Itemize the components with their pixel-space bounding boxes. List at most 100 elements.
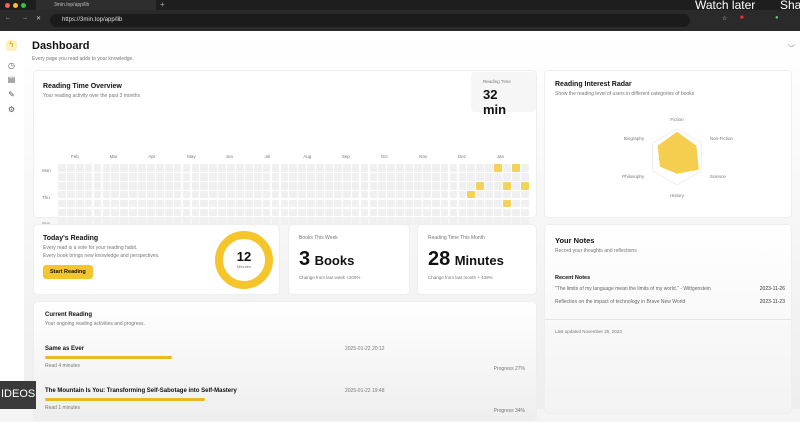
heatmap-cell[interactable] bbox=[218, 181, 226, 190]
heatmap-cell[interactable] bbox=[458, 217, 467, 226]
maximize-window-button[interactable] bbox=[21, 3, 26, 8]
heatmap-cell[interactable] bbox=[280, 172, 289, 181]
heatmap-cell[interactable] bbox=[191, 164, 200, 172]
heatmap-cell[interactable] bbox=[485, 172, 493, 181]
heatmap-cell[interactable] bbox=[369, 217, 378, 226]
heatmap-cell[interactable] bbox=[414, 199, 422, 208]
heatmap-cell[interactable] bbox=[155, 164, 164, 172]
heatmap-cell[interactable] bbox=[414, 190, 422, 199]
heatmap-cell[interactable] bbox=[422, 172, 431, 181]
heatmap-cell[interactable] bbox=[511, 208, 520, 217]
heatmap-cell[interactable] bbox=[173, 208, 182, 217]
heatmap-cell[interactable] bbox=[280, 164, 289, 172]
heatmap-cell[interactable] bbox=[387, 199, 396, 208]
heatmap-cell[interactable] bbox=[111, 172, 120, 181]
heatmap-cell[interactable] bbox=[289, 208, 298, 217]
heatmap-cell[interactable] bbox=[485, 190, 493, 199]
heatmap-cell[interactable] bbox=[280, 217, 289, 226]
heatmap-cell[interactable] bbox=[289, 217, 298, 226]
heatmap-cell[interactable] bbox=[467, 190, 476, 199]
heatmap-cell[interactable] bbox=[120, 217, 129, 226]
heatmap-cell[interactable] bbox=[289, 190, 298, 199]
gear-icon[interactable]: ⚙ bbox=[7, 105, 16, 114]
heatmap-cell[interactable] bbox=[138, 190, 146, 199]
heatmap-cell[interactable] bbox=[369, 181, 378, 190]
heatmap-cell[interactable] bbox=[75, 208, 84, 217]
heatmap-cell[interactable] bbox=[405, 217, 413, 226]
new-tab-icon[interactable]: + bbox=[160, 0, 165, 9]
heatmap-cell[interactable] bbox=[511, 190, 520, 199]
heatmap-cell[interactable] bbox=[227, 217, 235, 226]
heatmap-cell[interactable] bbox=[316, 199, 324, 208]
heatmap-cell[interactable] bbox=[93, 172, 102, 181]
heatmap-cell[interactable] bbox=[369, 199, 378, 208]
heatmap-cell[interactable] bbox=[58, 208, 66, 217]
heatmap-cell[interactable] bbox=[58, 181, 66, 190]
heatmap-cell[interactable] bbox=[476, 181, 485, 190]
heatmap-cell[interactable] bbox=[520, 172, 529, 181]
heatmap-cell[interactable] bbox=[440, 217, 449, 226]
lightning-icon[interactable]: ϟ bbox=[6, 40, 17, 51]
heatmap-cell[interactable] bbox=[280, 199, 289, 208]
heatmap-cell[interactable] bbox=[476, 190, 485, 199]
heatmap-cell[interactable] bbox=[236, 181, 244, 190]
note-icon[interactable]: ✎ bbox=[8, 90, 15, 99]
heatmap-cell[interactable] bbox=[182, 172, 191, 181]
heatmap-cell[interactable] bbox=[271, 181, 280, 190]
heatmap-cell[interactable] bbox=[342, 181, 351, 190]
note-item[interactable]: Reflection on the impact of technology i… bbox=[555, 299, 785, 305]
heatmap-cell[interactable] bbox=[449, 208, 458, 217]
heatmap-cell[interactable] bbox=[173, 217, 182, 226]
heatmap-cell[interactable] bbox=[227, 181, 235, 190]
heatmap-cell[interactable] bbox=[244, 172, 253, 181]
heatmap-cell[interactable] bbox=[458, 190, 467, 199]
heatmap-cell[interactable] bbox=[378, 217, 387, 226]
heatmap-cell[interactable] bbox=[147, 164, 155, 172]
heatmap-cell[interactable] bbox=[218, 199, 226, 208]
heatmap-cell[interactable] bbox=[155, 208, 164, 217]
heatmap-cell[interactable] bbox=[182, 190, 191, 199]
heatmap-cell[interactable] bbox=[307, 208, 315, 217]
heatmap-cell[interactable] bbox=[378, 164, 387, 172]
heatmap-cell[interactable] bbox=[342, 164, 351, 172]
heatmap-cell[interactable] bbox=[102, 172, 111, 181]
heatmap-cell[interactable] bbox=[298, 172, 307, 181]
heatmap-cell[interactable] bbox=[387, 164, 396, 172]
heatmap-cell[interactable] bbox=[120, 172, 129, 181]
heatmap-cell[interactable] bbox=[316, 208, 324, 217]
heatmap-cell[interactable] bbox=[511, 199, 520, 208]
heatmap-cell[interactable] bbox=[316, 217, 324, 226]
heatmap-cell[interactable] bbox=[325, 208, 333, 217]
heatmap-cell[interactable] bbox=[120, 181, 129, 190]
reading-item[interactable]: The Mountain Is You: Transforming Self-S… bbox=[45, 388, 525, 422]
heatmap-cell[interactable] bbox=[66, 190, 75, 199]
forward-icon[interactable]: → bbox=[22, 15, 28, 21]
heatmap-cell[interactable] bbox=[298, 181, 307, 190]
heatmap-cell[interactable] bbox=[298, 190, 307, 199]
heatmap-cell[interactable] bbox=[351, 181, 360, 190]
heatmap-cell[interactable] bbox=[467, 181, 476, 190]
heatmap-cell[interactable] bbox=[66, 164, 75, 172]
heatmap-cell[interactable] bbox=[467, 199, 476, 208]
heatmap-cell[interactable] bbox=[467, 164, 476, 172]
heatmap-cell[interactable] bbox=[227, 190, 235, 199]
heatmap-cell[interactable] bbox=[164, 190, 173, 199]
heatmap-cell[interactable] bbox=[467, 208, 476, 217]
heatmap-cell[interactable] bbox=[147, 217, 155, 226]
stop-icon[interactable]: ✕ bbox=[36, 16, 42, 22]
heatmap-cell[interactable] bbox=[182, 199, 191, 208]
heatmap-cell[interactable] bbox=[120, 164, 129, 172]
heatmap-cell[interactable] bbox=[360, 190, 369, 199]
heatmap-cell[interactable] bbox=[503, 181, 511, 190]
heatmap-cell[interactable] bbox=[458, 208, 467, 217]
heatmap-cell[interactable] bbox=[280, 208, 289, 217]
heatmap-cell[interactable] bbox=[333, 199, 342, 208]
heatmap-cell[interactable] bbox=[378, 208, 387, 217]
heatmap-cell[interactable] bbox=[93, 190, 102, 199]
heatmap-cell[interactable] bbox=[244, 208, 253, 217]
heatmap-cell[interactable] bbox=[218, 164, 226, 172]
start-reading-button[interactable]: Start Reading bbox=[43, 265, 93, 279]
heatmap-cell[interactable] bbox=[155, 190, 164, 199]
heatmap-cell[interactable] bbox=[431, 164, 440, 172]
heatmap-cell[interactable] bbox=[396, 208, 404, 217]
